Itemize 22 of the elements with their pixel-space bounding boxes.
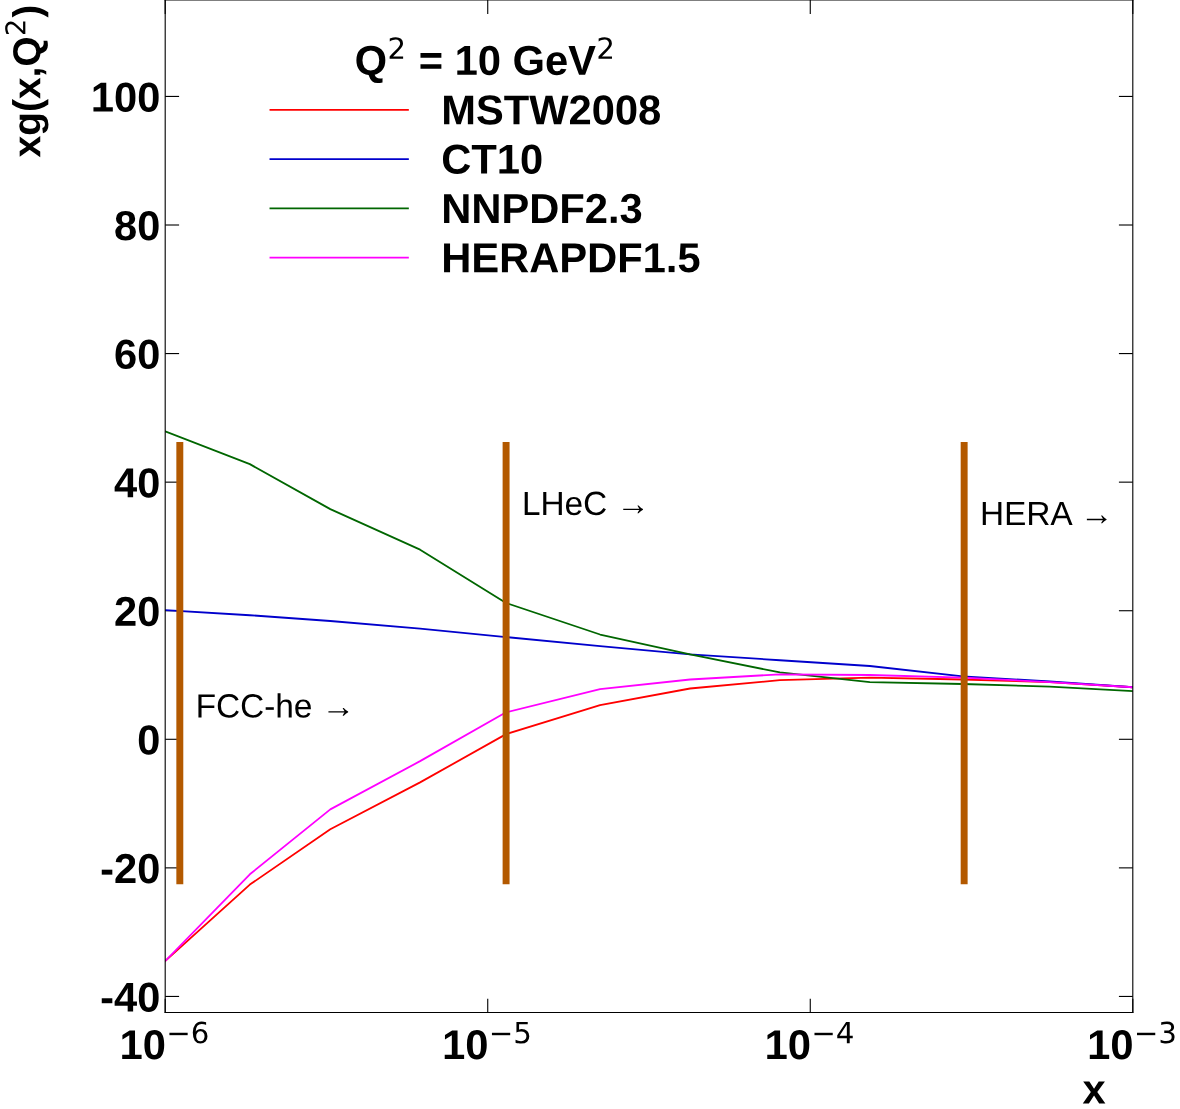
y-tick-label: 40 bbox=[114, 468, 159, 498]
ref-line-label: FCC-he → bbox=[198, 693, 349, 718]
legend-title: Q$^{2}$ = 10 GeV$^{2}$ bbox=[356, 37, 612, 83]
legend-label: CT10 bbox=[442, 144, 542, 175]
ref-line-label: LHeC → bbox=[524, 491, 643, 516]
x-axis-title: x bbox=[1082, 1081, 1106, 1104]
y-tick-label: 60 bbox=[115, 339, 159, 370]
ref-line-label: HERA → bbox=[982, 502, 1107, 525]
legend-label: HERAPDF1.5 bbox=[444, 243, 700, 273]
legend-label: NNPDF2.3 bbox=[444, 193, 642, 224]
y-axis-title: xg(x,Q$^{2}$) bbox=[5, 6, 49, 158]
x-tick-label: 10$^{−3}$ bbox=[1089, 1021, 1175, 1060]
legend-label: MSTW2008 bbox=[444, 95, 660, 125]
y-tick-label: 100 bbox=[93, 82, 159, 112]
y-tick-label: -20 bbox=[101, 853, 159, 884]
y-tick-label: -40 bbox=[101, 982, 159, 1012]
x-tick-label: 10$^{−6}$ bbox=[122, 1021, 208, 1060]
x-tick-label: 10$^{−5}$ bbox=[444, 1021, 530, 1060]
y-tick-label: 0 bbox=[138, 725, 159, 755]
x-tick-label: 10$^{−4}$ bbox=[767, 1021, 853, 1060]
y-tick-label: 20 bbox=[115, 596, 159, 627]
y-tick-label: 80 bbox=[115, 211, 159, 241]
